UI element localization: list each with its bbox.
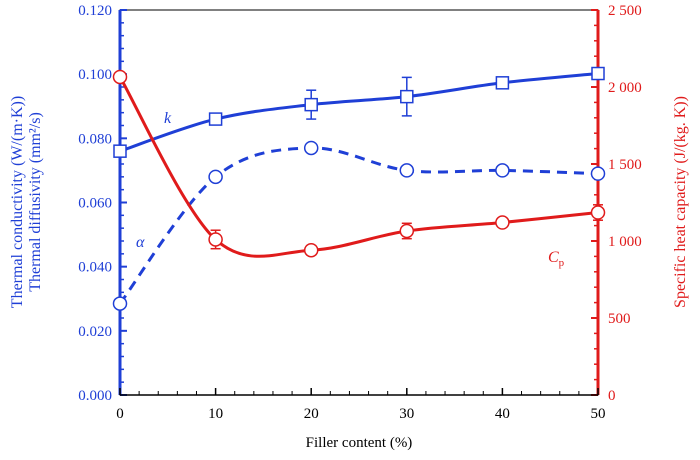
series-layer	[112, 66, 606, 311]
series-alpha-line	[118, 146, 599, 305]
y-right-tick-label: 500	[608, 311, 631, 327]
y-left-tick-label: 0.120	[78, 3, 112, 19]
series-cp-point	[303, 242, 319, 258]
x-tick-label: 40	[495, 406, 510, 422]
left-axis: 0.000 0.020 0.040 0.060 0.080 0.100 0.120	[78, 3, 127, 404]
x-axis: 0 10 20 30 40 50	[116, 388, 606, 422]
x-tick-label: 30	[399, 406, 414, 422]
series-label-cp-main: C	[548, 249, 559, 266]
series-alpha-point	[399, 163, 415, 178]
y-right-tick-label: 2 500	[608, 3, 642, 19]
y-left-tick-label: 0.020	[78, 324, 112, 340]
x-tick-label: 50	[591, 406, 606, 422]
y-axis-right-title: Specific heat capacity (J/(kg. K))	[672, 96, 689, 308]
series-cp-point	[208, 232, 223, 247]
y-axis-left-title-line2: Thermal diffusivity (mm²/s)	[27, 112, 44, 292]
series-alpha-point	[208, 169, 223, 185]
series-alpha-point	[495, 163, 510, 178]
series-label-cp: Cp	[548, 249, 565, 269]
y-left-tick-label: 0.060	[78, 196, 112, 212]
series-alpha-point	[112, 296, 128, 311]
y-axis-left-title-line1: Thermal conductivity (W/(m·K))	[9, 96, 26, 308]
series-cp-point	[112, 69, 128, 85]
series-k-point	[495, 76, 510, 90]
series-cp-line	[118, 76, 599, 258]
y-left-tick-label: 0.040	[78, 260, 112, 276]
y-right-tick-label: 1 000	[608, 234, 642, 250]
series-label-k: k	[164, 110, 172, 127]
series-k-point	[400, 89, 414, 104]
x-tick-label: 10	[208, 406, 223, 422]
y-left-tick-label: 0.000	[78, 388, 112, 404]
right-axis: 0 500 1 000 1 500 2 000 2 500	[591, 3, 642, 404]
series-cp-point	[399, 223, 415, 239]
series-label-alpha: α	[136, 234, 145, 251]
x-tick-label: 0	[116, 406, 124, 422]
series-label-cp-sub: p	[559, 257, 565, 269]
series-k-point	[591, 66, 605, 81]
series-cp-point	[590, 205, 606, 220]
y-right-tick-label: 2 000	[608, 80, 642, 96]
series-alpha-point	[303, 140, 319, 156]
y-left-tick-label: 0.100	[78, 67, 112, 83]
y-right-tick-label: 1 500	[608, 157, 642, 173]
x-axis-title: Filler content (%)	[306, 435, 413, 451]
series-alpha-point	[590, 166, 606, 181]
series-k-point	[113, 144, 127, 158]
series-k-line	[119, 72, 599, 153]
x-tick-label: 20	[304, 406, 319, 422]
series-k-point	[208, 112, 223, 126]
y-left-tick-label: 0.080	[78, 131, 112, 147]
series-k-point	[304, 97, 318, 112]
series-cp-point	[495, 215, 510, 230]
y-right-tick-label: 0	[608, 388, 616, 404]
